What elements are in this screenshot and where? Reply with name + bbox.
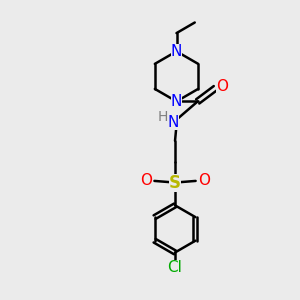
Text: S: S <box>169 174 181 192</box>
Text: H: H <box>157 110 168 124</box>
Text: O: O <box>140 173 152 188</box>
Text: O: O <box>198 173 210 188</box>
Text: N: N <box>171 94 182 109</box>
Text: N: N <box>168 115 179 130</box>
Text: O: O <box>216 79 228 94</box>
Text: Cl: Cl <box>168 260 182 275</box>
Text: N: N <box>171 44 182 59</box>
